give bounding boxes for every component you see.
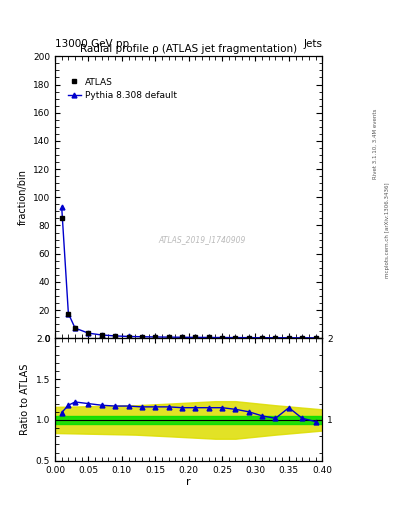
- ATLAS: [206, 334, 211, 340]
- ATLAS: [153, 334, 158, 340]
- Pythia 8.308 default: [126, 333, 131, 339]
- ATLAS: [313, 335, 318, 341]
- X-axis label: r: r: [186, 477, 191, 487]
- ATLAS: [166, 334, 171, 340]
- Pythia 8.308 default: [113, 333, 118, 339]
- ATLAS: [220, 334, 224, 340]
- Pythia 8.308 default: [220, 334, 224, 340]
- ATLAS: [273, 335, 278, 341]
- Text: mcplots.cern.ch [arXiv:1306.3436]: mcplots.cern.ch [arXiv:1306.3436]: [385, 183, 389, 278]
- Y-axis label: fraction/bin: fraction/bin: [17, 169, 28, 225]
- ATLAS: [66, 311, 71, 317]
- Text: ATLAS_2019_I1740909: ATLAS_2019_I1740909: [158, 235, 246, 244]
- Legend: ATLAS, Pythia 8.308 default: ATLAS, Pythia 8.308 default: [65, 75, 180, 103]
- ATLAS: [193, 334, 198, 340]
- Text: 13000 GeV pp: 13000 GeV pp: [55, 38, 129, 49]
- Line: Pythia 8.308 default: Pythia 8.308 default: [59, 205, 318, 340]
- Pythia 8.308 default: [86, 330, 91, 336]
- Pythia 8.308 default: [300, 335, 305, 341]
- Pythia 8.308 default: [246, 334, 251, 340]
- Pythia 8.308 default: [193, 334, 198, 340]
- ATLAS: [99, 332, 104, 338]
- Text: Jets: Jets: [303, 38, 322, 49]
- Pythia 8.308 default: [233, 334, 238, 340]
- Pythia 8.308 default: [73, 325, 77, 331]
- ATLAS: [113, 333, 118, 339]
- Text: Rivet 3.1.10, 3.4M events: Rivet 3.1.10, 3.4M events: [373, 108, 378, 179]
- ATLAS: [233, 334, 238, 340]
- Pythia 8.308 default: [153, 334, 158, 340]
- Pythia 8.308 default: [313, 335, 318, 341]
- Pythia 8.308 default: [206, 334, 211, 340]
- ATLAS: [73, 325, 77, 331]
- ATLAS: [59, 216, 64, 222]
- Title: Radial profile ρ (ATLAS jet fragmentation): Radial profile ρ (ATLAS jet fragmentatio…: [80, 44, 297, 54]
- Pythia 8.308 default: [99, 332, 104, 338]
- Line: ATLAS: ATLAS: [59, 216, 318, 340]
- Pythia 8.308 default: [260, 335, 264, 341]
- ATLAS: [246, 335, 251, 341]
- Pythia 8.308 default: [66, 310, 71, 316]
- Pythia 8.308 default: [286, 335, 291, 341]
- Pythia 8.308 default: [273, 335, 278, 341]
- ATLAS: [286, 335, 291, 341]
- Pythia 8.308 default: [140, 334, 144, 340]
- ATLAS: [140, 334, 144, 340]
- ATLAS: [126, 333, 131, 339]
- Pythia 8.308 default: [180, 334, 184, 340]
- Pythia 8.308 default: [59, 204, 64, 210]
- ATLAS: [180, 334, 184, 340]
- ATLAS: [300, 335, 305, 341]
- Y-axis label: Ratio to ATLAS: Ratio to ATLAS: [20, 364, 30, 435]
- Pythia 8.308 default: [166, 334, 171, 340]
- ATLAS: [86, 330, 91, 336]
- ATLAS: [260, 335, 264, 341]
